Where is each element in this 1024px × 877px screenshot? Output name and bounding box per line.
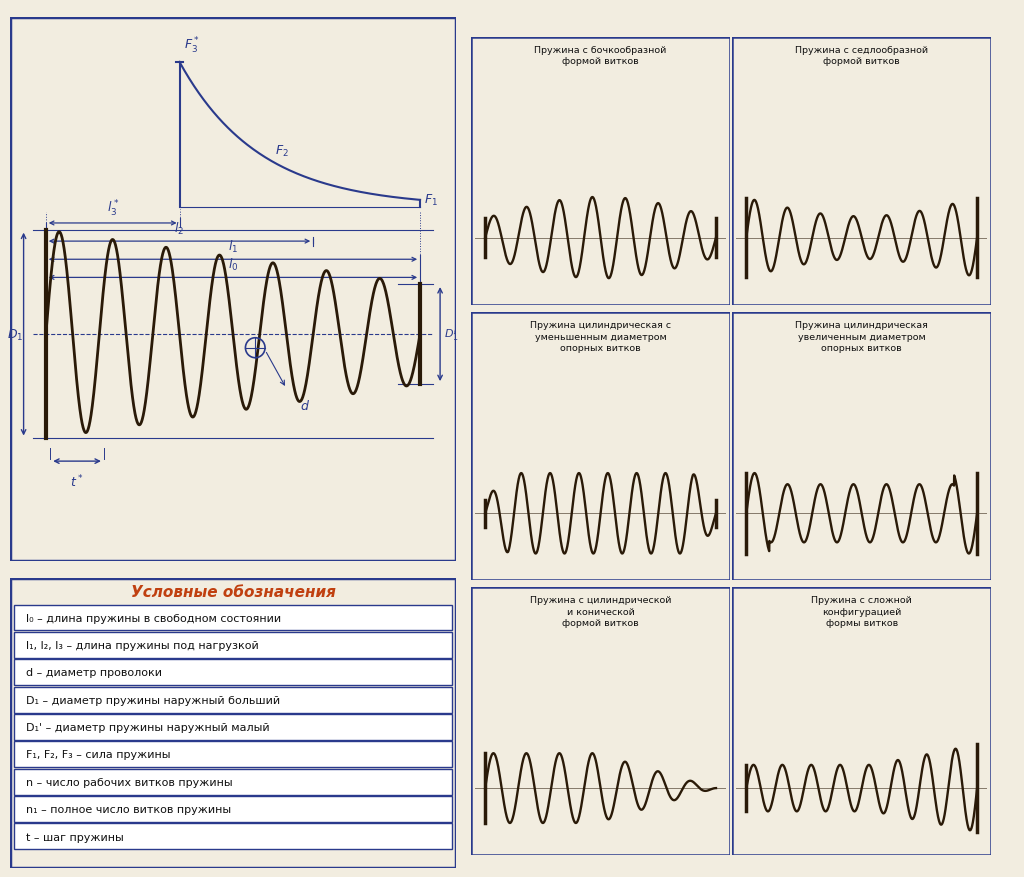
Text: D₁' – диаметр пружины наружный малый: D₁' – диаметр пружины наружный малый: [26, 723, 269, 732]
Text: Пружина цилиндрическая с
уменьшенным диаметром
опорных витков: Пружина цилиндрическая с уменьшенным диа…: [530, 321, 671, 353]
Bar: [13, 824, 453, 850]
Text: $d$: $d$: [300, 398, 310, 412]
Text: Пружина цилиндрическая
увеличенным диаметром
опорных витков: Пружина цилиндрическая увеличенным диаме…: [796, 321, 928, 353]
Bar: [10, 579, 456, 868]
Bar: [10, 18, 456, 561]
Text: Условные обозначения: Условные обозначения: [130, 584, 336, 599]
Text: Пружина с седлообразной
формой витков: Пружина с седлообразной формой витков: [795, 46, 929, 66]
Text: $F_1$: $F_1$: [425, 193, 438, 208]
Bar: [732, 313, 991, 581]
Text: $l_1$: $l_1$: [228, 239, 238, 254]
Text: D₁ – диаметр пружины наружный больший: D₁ – диаметр пружины наружный больший: [26, 695, 280, 705]
Bar: [13, 714, 453, 740]
Bar: [13, 769, 453, 795]
Bar: [732, 38, 991, 305]
Text: $l_2$: $l_2$: [174, 220, 184, 237]
Bar: [13, 742, 453, 767]
Text: $l_3^*$: $l_3^*$: [106, 198, 119, 218]
Bar: [471, 588, 730, 855]
Text: $t^*$: $t^*$: [71, 473, 84, 489]
Text: Пружина с бочкообразной
формой витков: Пружина с бочкообразной формой витков: [535, 46, 667, 66]
Text: d – диаметр проволоки: d – диаметр проволоки: [26, 667, 162, 678]
Text: Пружина с сложной
конфигурацией
формы витков: Пружина с сложной конфигурацией формы ви…: [811, 595, 912, 627]
Text: $D_1$: $D_1$: [6, 327, 23, 342]
Text: F₁, F₂, F₃ – сила пружины: F₁, F₂, F₃ – сила пружины: [26, 750, 170, 759]
Text: l₁, l₂, l₃ – длина пружины под нагрузкой: l₁, l₂, l₃ – длина пружины под нагрузкой: [26, 640, 259, 650]
Text: l₀ – длина пружины в свободном состоянии: l₀ – длина пружины в свободном состоянии: [26, 613, 281, 623]
Bar: [471, 313, 730, 581]
Bar: [13, 660, 453, 686]
Text: n – число рабочих витков пружины: n – число рабочих витков пружины: [26, 777, 232, 787]
Bar: [732, 588, 991, 855]
Bar: [13, 632, 453, 658]
Text: n₁ – полное число витков пружины: n₁ – полное число витков пружины: [26, 804, 231, 814]
Text: $l_0$: $l_0$: [227, 257, 239, 273]
Text: $F_3^*$: $F_3^*$: [184, 36, 200, 56]
Text: $D_1'$: $D_1'$: [443, 327, 459, 343]
Bar: [471, 38, 730, 305]
Text: $F_2$: $F_2$: [275, 144, 289, 160]
Text: Пружина с цилиндрической
и конической
формой витков: Пружина с цилиндрической и конической фо…: [529, 595, 672, 627]
Bar: [13, 796, 453, 822]
Text: t – шаг пружины: t – шаг пружины: [26, 831, 124, 842]
Bar: [13, 605, 453, 631]
Bar: [13, 687, 453, 713]
